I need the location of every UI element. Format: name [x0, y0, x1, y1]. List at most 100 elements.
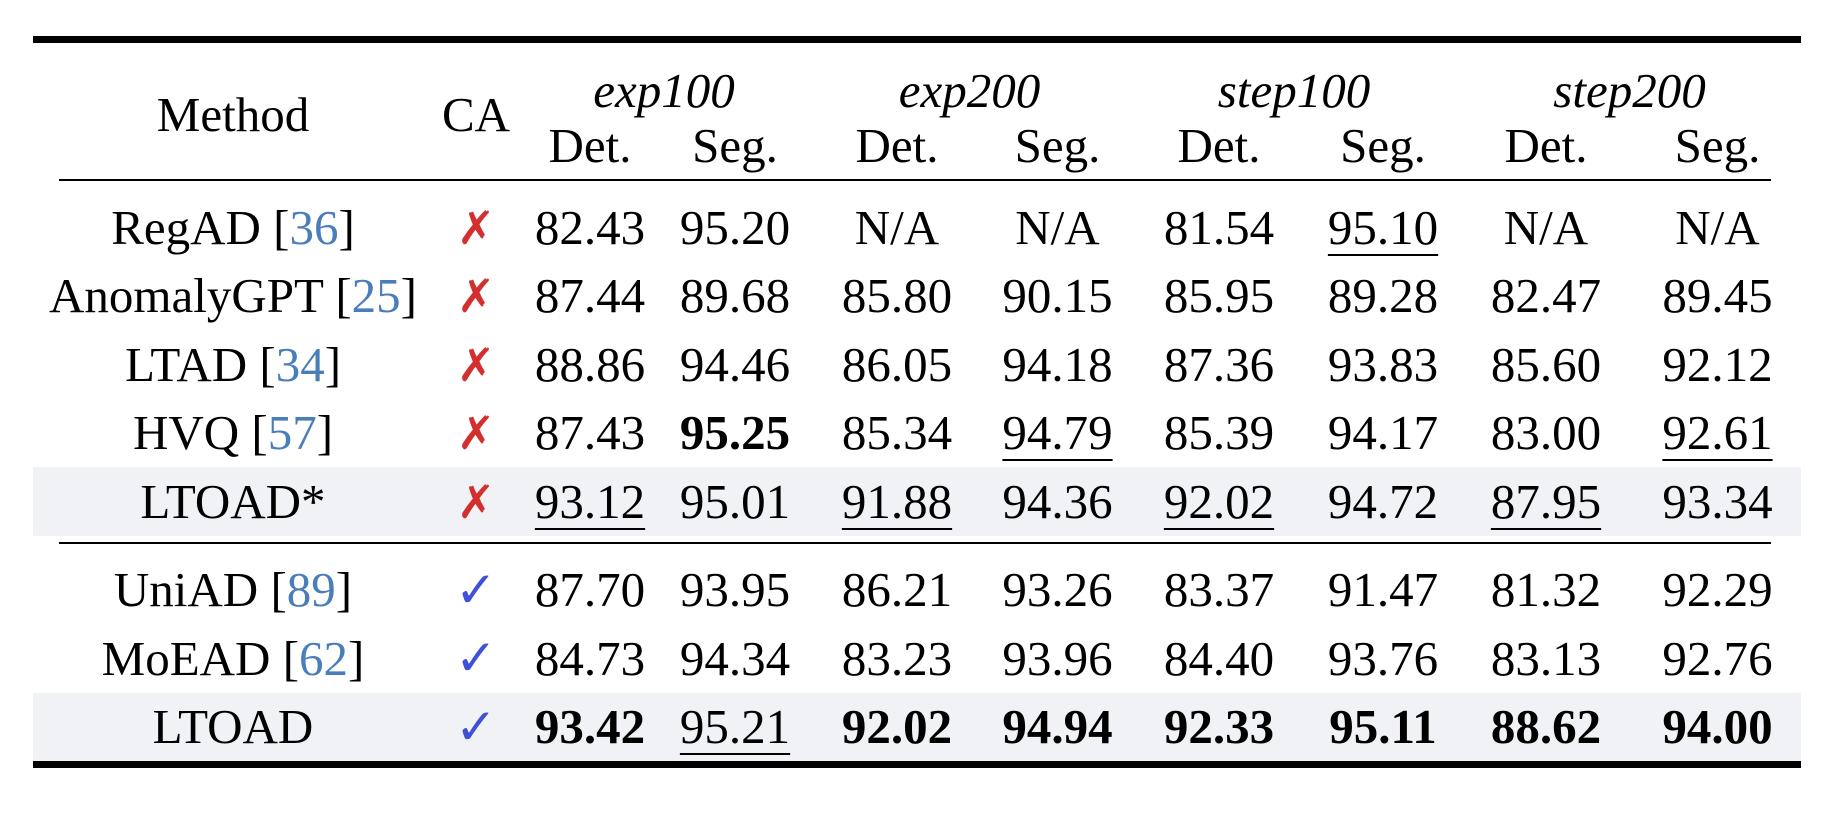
value-cell: 94.46	[661, 330, 809, 399]
bracket-close: ]	[324, 336, 342, 392]
metric-value: 85.34	[841, 405, 953, 461]
metric-value: 93.12	[534, 473, 646, 529]
value-cell: 87.44	[519, 262, 661, 331]
bracket-close: ]	[316, 405, 334, 461]
value-cell: 93.12	[519, 467, 661, 536]
value-cell: 94.17	[1308, 399, 1458, 468]
value-cell: 85.80	[809, 262, 985, 331]
value-cell: 86.21	[809, 556, 985, 625]
table-row: RegAD [36] ✗ 82.43 95.20 N/A N/A 81.54 95.10 N/A…	[33, 193, 1801, 262]
metric-value: 86.21	[841, 562, 953, 618]
metric-value: 92.12	[1662, 336, 1773, 392]
value-cell: 82.43	[519, 193, 661, 262]
metric-value: 84.73	[534, 630, 646, 686]
top-rule	[33, 36, 1801, 43]
value-cell: 86.05	[809, 330, 985, 399]
value-cell: 88.86	[519, 330, 661, 399]
citation-link[interactable]: 89	[286, 562, 336, 618]
table-row: LTAD [34] ✗ 88.86 94.46 86.05 94.18 87.36 93.83…	[33, 330, 1801, 399]
value-cell: 85.39	[1130, 399, 1308, 468]
value-cell: 92.61	[1634, 399, 1801, 468]
header-rule	[59, 179, 1771, 181]
metric-value: 93.95	[679, 562, 791, 618]
metric-value: 92.29	[1662, 562, 1773, 618]
value-cell: N/A	[1458, 193, 1634, 262]
table-row: MoEAD [62] ✓ 84.73 94.34 83.23 93.96 84.40 93.7…	[33, 624, 1801, 693]
bracket-open: [	[270, 630, 300, 686]
metric-value: 87.43	[534, 405, 646, 461]
value-cell: 84.40	[1130, 624, 1308, 693]
metric-value: 94.34	[679, 630, 791, 686]
value-cell: 95.20	[661, 193, 809, 262]
metric-value: 87.95	[1490, 473, 1602, 529]
value-cell: 94.94	[985, 692, 1130, 761]
method-name: AnomalyGPT	[49, 268, 324, 324]
metric-value: 95.11	[1329, 699, 1437, 755]
value-cell: 87.43	[519, 399, 661, 468]
bracket-close: ]	[400, 268, 417, 324]
value-cell: N/A	[809, 193, 985, 262]
value-cell: 89.28	[1308, 262, 1458, 331]
value-cell: 82.47	[1458, 262, 1634, 331]
method-cell: RegAD [36]	[33, 193, 433, 262]
method-cell: HVQ [57]	[33, 399, 433, 468]
method-cell: LTOAD*	[33, 467, 433, 536]
value-cell: 95.25	[661, 399, 809, 468]
value-cell: 93.42	[519, 692, 661, 761]
citation-link[interactable]: 57	[267, 405, 317, 461]
value-cell: 94.34	[661, 624, 809, 693]
metric-value: 93.34	[1662, 473, 1773, 529]
metric-value: 93.26	[1002, 562, 1113, 618]
metric-value: 94.36	[1002, 473, 1113, 529]
value-cell: 93.76	[1308, 624, 1458, 693]
metric-value: 93.96	[1002, 630, 1113, 686]
value-cell: 85.34	[809, 399, 985, 468]
bracket-open: [	[247, 336, 276, 392]
ca-header: CA	[441, 86, 511, 142]
value-cell: 92.12	[1634, 330, 1801, 399]
value-cell: N/A	[1634, 193, 1801, 262]
method-name: MoEAD	[101, 630, 271, 686]
table-row: AnomalyGPT [25] ✗ 87.44 89.68 85.80 90.15 85.9…	[33, 262, 1801, 331]
bracket-close: ]	[348, 630, 365, 686]
metric-value: 84.40	[1163, 630, 1275, 686]
method-cell: MoEAD [62]	[33, 624, 433, 693]
bracket-close: ]	[335, 562, 353, 618]
metric-value: 92.02	[841, 699, 953, 755]
citation-link[interactable]: 25	[351, 268, 401, 324]
table-row: LTOAD* ✗ 93.12 95.01 91.88 94.36 92.02 94.72 87.…	[33, 467, 1801, 536]
citation-link[interactable]: 62	[299, 630, 349, 686]
value-cell: 83.23	[809, 624, 985, 693]
metric-value: 94.79	[1002, 405, 1113, 461]
value-cell: 89.45	[1634, 262, 1801, 331]
value-cell: 94.79	[985, 399, 1130, 468]
metric-value: 89.28	[1327, 268, 1439, 324]
metric-value: 87.70	[534, 562, 646, 618]
table-row: HVQ [57] ✗ 87.43 95.25 85.34 94.79 85.39 94.17 8…	[33, 399, 1801, 468]
metric-value: 91.88	[841, 473, 953, 529]
cross-icon: ✗	[456, 269, 496, 324]
section2-table: UniAD [89] ✓ 87.70 93.95 86.21 93.26 83.37 91.4…	[33, 544, 1801, 761]
metric-value: 83.13	[1490, 630, 1602, 686]
subheader-det: Det.	[855, 118, 939, 173]
table-row: UniAD [89] ✓ 87.70 93.95 86.21 93.26 83.37 91.4…	[33, 556, 1801, 625]
bracket-open: [	[258, 562, 287, 618]
value-cell: 94.18	[985, 330, 1130, 399]
group-header-exp200: exp200	[898, 63, 1041, 118]
metric-value: 94.17	[1327, 405, 1439, 461]
subheader-det: Det.	[548, 118, 632, 173]
value-cell: 85.95	[1130, 262, 1308, 331]
metric-value: 95.20	[679, 199, 791, 255]
value-cell: 94.72	[1308, 467, 1458, 536]
ca-cell: ✗	[433, 467, 519, 536]
check-icon: ✓	[455, 560, 497, 619]
value-cell: 90.15	[985, 262, 1130, 331]
citation-link[interactable]: 34	[275, 336, 325, 392]
metric-value: 83.23	[841, 630, 953, 686]
metric-value: 86.05	[841, 336, 953, 392]
metric-value: 92.76	[1662, 630, 1773, 686]
citation-link[interactable]: 36	[289, 199, 339, 255]
ca-cell: ✗	[433, 330, 519, 399]
subheader-seg: Seg.	[692, 118, 778, 173]
metric-value: 92.02	[1163, 473, 1275, 529]
